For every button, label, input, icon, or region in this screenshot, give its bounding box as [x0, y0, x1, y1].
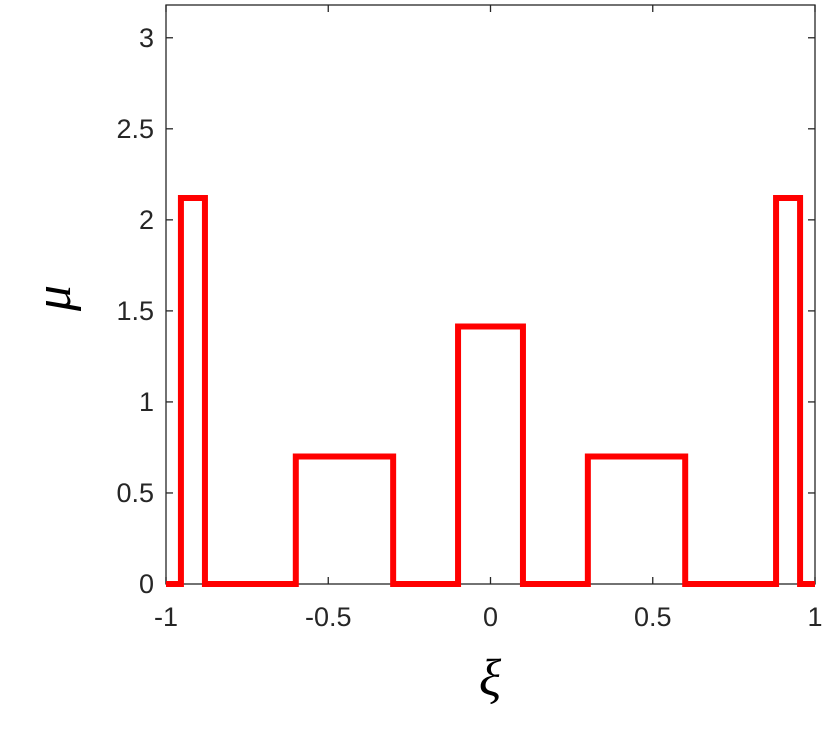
- y-tick-label: 0.5: [116, 478, 154, 508]
- x-axis-label: ξ: [479, 650, 502, 707]
- x-tick-label: 1: [807, 602, 822, 632]
- y-tick-label: 1: [139, 387, 154, 417]
- y-tick-label: 2: [139, 205, 154, 235]
- data-line: [166, 195, 815, 587]
- x-tick-label: 0: [483, 602, 498, 632]
- x-tick-label: -0.5: [305, 602, 352, 632]
- y-axis-label: μ: [25, 285, 82, 312]
- y-tick-label: 3: [139, 23, 154, 53]
- y-tick-label: 0: [139, 569, 154, 599]
- x-tick-label: -1: [154, 602, 178, 632]
- x-tick-label: 0.5: [634, 602, 672, 632]
- y-tick-label: 2.5: [116, 114, 154, 144]
- axes-box: [165, 4, 816, 585]
- y-tick-label: 1.5: [116, 296, 154, 326]
